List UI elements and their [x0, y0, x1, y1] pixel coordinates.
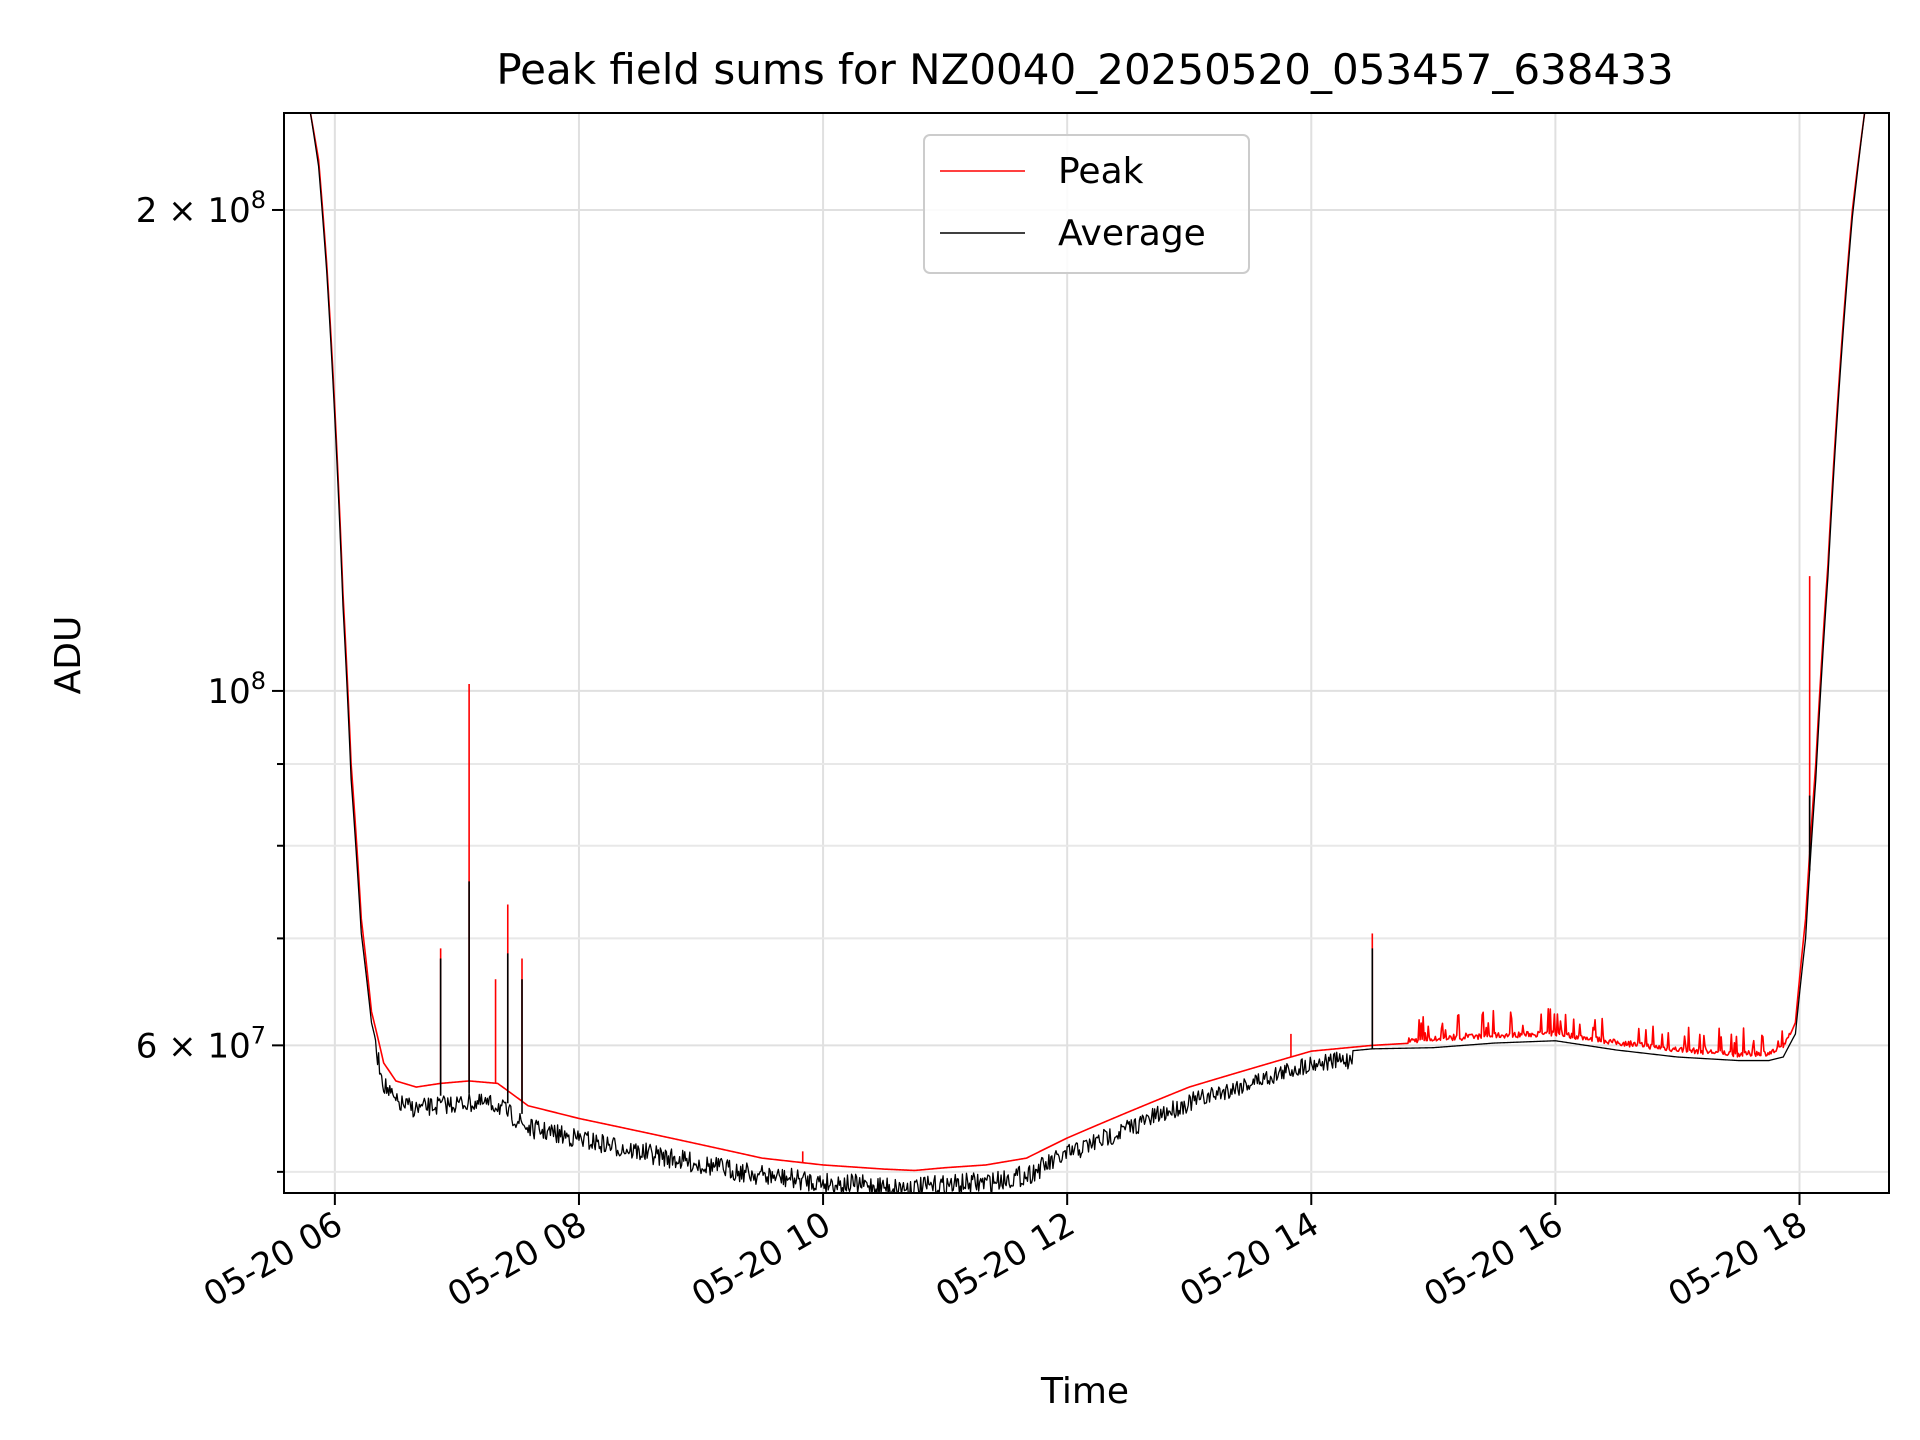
series-layer [284, 113, 1889, 1193]
legend-average-label: Average [1058, 213, 1206, 254]
legend-peak-label: Peak [1058, 151, 1144, 192]
legend: Peak Average [923, 134, 1250, 274]
series-peak-line [284, 113, 1889, 1172]
plot-frame [283, 112, 1890, 1194]
x-axis-label: Time [1040, 1371, 1129, 1412]
y-axis-label: ADU [48, 616, 89, 695]
chart-title: Peak field sums for NZ0040_20250520_0534… [496, 45, 1673, 94]
y-tick-label: 2 × 108 [136, 186, 266, 231]
y-tick-label: 6 × 107 [136, 1021, 266, 1066]
legend-box [923, 134, 1250, 274]
series-average-line [284, 113, 1889, 1193]
